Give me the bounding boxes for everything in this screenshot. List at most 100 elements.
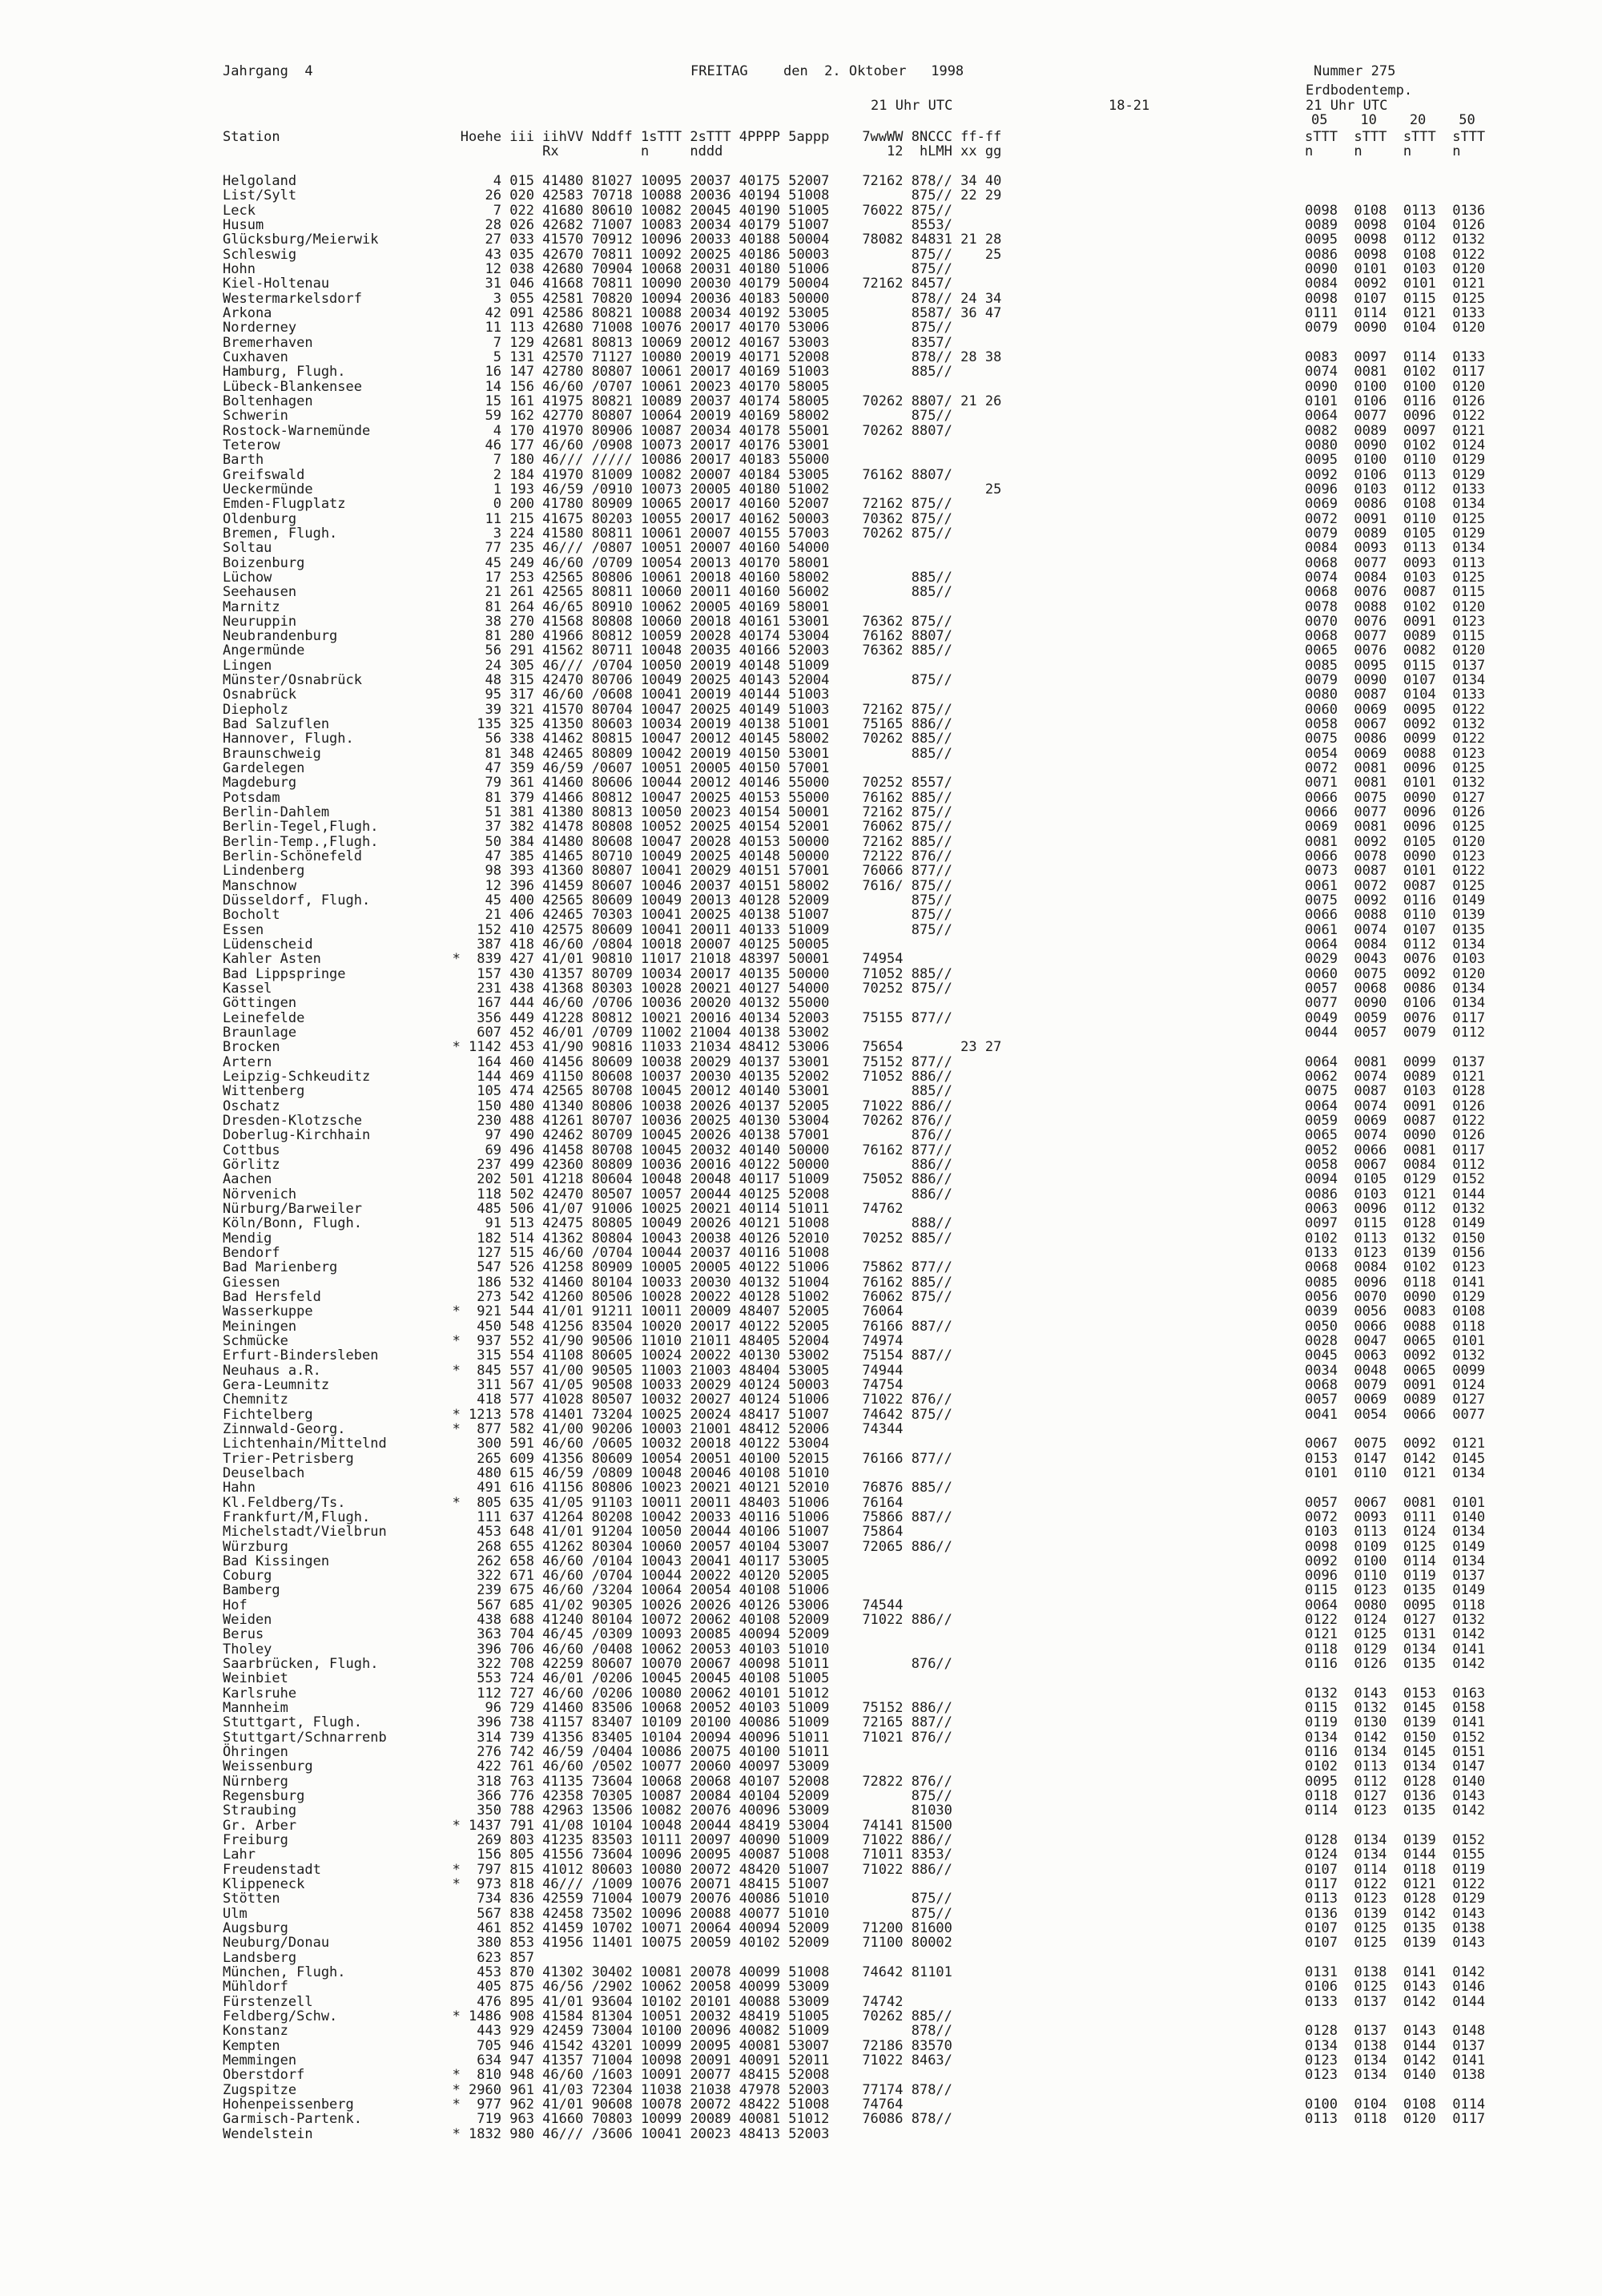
table-row: Neubrandenburg 81 280 41966 80812 10059 … bbox=[223, 628, 1486, 645]
table-row: Memmingen 634 947 41357 71004 10098 2009… bbox=[223, 2052, 1486, 2068]
period-label: 18-21 bbox=[1109, 98, 1150, 114]
table-row: Lübeck-Blankensee 14 156 46/60 /0707 100… bbox=[223, 378, 1486, 395]
table-row: Fichtelberg * 1213 578 41401 73204 10025… bbox=[223, 1406, 1486, 1423]
table-row: Magdeburg 79 361 41460 80606 10044 20012… bbox=[223, 775, 1486, 792]
table-row: Boizenburg 45 249 46/60 /0709 10054 2001… bbox=[223, 554, 1486, 571]
table-row: Neuhaus a.R. * 845 557 41/00 90505 11003… bbox=[223, 1362, 1486, 1379]
soil-depths-row: 05 10 20 50 bbox=[1311, 112, 1475, 128]
table-row: Coburg 322 671 46/60 /0704 10044 20022 4… bbox=[223, 1568, 1486, 1585]
table-row: Ueckermünde 1 193 46/59 /0910 10073 2000… bbox=[223, 481, 1486, 497]
soil-temp-title: Erdbodentemp. bbox=[1306, 83, 1413, 99]
table-row: Bremen, Flugh. 3 224 41580 80811 10061 2… bbox=[223, 525, 1486, 542]
table-row: Görlitz 237 499 42360 80809 10036 20016 … bbox=[223, 1156, 1486, 1173]
table-row: Garmisch-Partenk. 719 963 41660 70803 10… bbox=[223, 2111, 1486, 2128]
table-row: Diepholz 39 321 41570 80704 10047 20025 … bbox=[223, 701, 1486, 718]
table-row: Kiel-Holtenau 31 046 41668 70811 10090 2… bbox=[223, 276, 1486, 292]
station-table: Station Hoehe iii iihVV Nddff 1sTTT 2sTT… bbox=[223, 130, 1485, 2141]
table-row: Bad Marienberg 547 526 41258 80909 10005… bbox=[223, 1259, 1486, 1276]
table-row: Aachen 202 501 41218 80604 10048 20048 4… bbox=[223, 1171, 1486, 1188]
table-row: Augsburg 461 852 41459 10702 10071 20064… bbox=[223, 1920, 1486, 1937]
table-row: Deuselbach 480 615 46/59 /0809 10048 200… bbox=[223, 1464, 1486, 1481]
table-row: Cuxhaven 5 131 42570 71127 10080 20019 4… bbox=[223, 348, 1486, 365]
table-row: Barth 7 180 46/// ///// 10086 20017 4018… bbox=[223, 452, 1486, 469]
soil-time-label: 21 Uhr UTC bbox=[1306, 98, 1388, 114]
table-row: Nürburg/Barweiler 485 506 41/07 91006 10… bbox=[223, 1200, 1486, 1217]
column-header-line-1: Station Hoehe iii iihVV Nddff 1sTTT 2sTT… bbox=[223, 129, 1486, 145]
table-row: Lingen 24 305 46/// /0704 10050 20019 40… bbox=[223, 657, 1486, 674]
table-row: Nörvenich 118 502 42470 80507 10057 2004… bbox=[223, 1186, 1486, 1202]
table-row: Stuttgart/Schnarrenb 314 739 41356 83405… bbox=[223, 1729, 1486, 1746]
weekday-label: FREITAG bbox=[690, 63, 748, 79]
table-row: Zugspitze * 2960 961 41/03 72304 11038 2… bbox=[223, 2081, 952, 2098]
table-row: Oschatz 150 480 41340 80806 10038 20026 … bbox=[223, 1098, 1486, 1114]
table-row: Bocholt 21 406 42465 70303 10041 20025 4… bbox=[223, 907, 1486, 924]
table-row: Potsdam 81 379 41466 80812 10047 20025 4… bbox=[223, 789, 1486, 806]
table-row: Stötten 734 836 42559 71004 10079 20076 … bbox=[223, 1891, 1486, 1907]
table-row: Oberstdorf * 810 948 46/60 /1603 10091 2… bbox=[223, 2067, 1486, 2084]
table-row: Straubing 350 788 42963 13506 10082 2007… bbox=[223, 1803, 1486, 1819]
table-row: Öhringen 276 742 46/59 /0404 10086 20075… bbox=[223, 1744, 1486, 1761]
table-row: Husum 28 026 42682 71007 10083 20034 401… bbox=[223, 216, 1486, 233]
table-row: Schmücke * 937 552 41/90 90506 11010 210… bbox=[223, 1332, 1486, 1349]
table-row: Greifswald 2 184 41970 81009 10082 20007… bbox=[223, 466, 1486, 483]
table-row: Braunlage 607 452 46/01 /0709 11002 2100… bbox=[223, 1025, 1486, 1041]
table-row: Marnitz 81 264 46/65 80910 10062 20005 4… bbox=[223, 598, 1486, 615]
table-row: Weinbiet 553 724 46/01 /0206 10045 20045… bbox=[223, 1670, 830, 1687]
table-row: Neuburg/Donau 380 853 41956 11401 10075 … bbox=[223, 1935, 1486, 1952]
table-row: Kahler Asten * 839 427 41/01 90810 11017… bbox=[223, 951, 1486, 968]
table-row: Artern 164 460 41456 80609 10038 20029 4… bbox=[223, 1053, 1486, 1070]
table-row: Manschnow 12 396 41459 80607 10046 20037… bbox=[223, 877, 1486, 894]
table-row: Zinnwald-Georg. * 877 582 41/00 90206 10… bbox=[223, 1420, 904, 1437]
table-row: Angermünde 56 291 41562 80711 10048 2003… bbox=[223, 642, 1486, 659]
table-row: Schleswig 43 035 42670 70811 10092 20025… bbox=[223, 246, 1486, 263]
table-row: Stuttgart, Flugh. 396 738 41157 83407 10… bbox=[223, 1714, 1486, 1731]
table-row: Teterow 46 177 46/60 /0908 10073 20017 4… bbox=[223, 437, 1486, 453]
table-row: Freudenstadt * 797 815 41012 80603 10080… bbox=[223, 1861, 1486, 1878]
table-row: Berlin-Temp.,Flugh. 50 384 41480 80608 1… bbox=[223, 833, 1486, 850]
table-row: Mannheim 96 729 41460 83506 10068 20052 … bbox=[223, 1700, 1486, 1717]
table-row: Landsberg 623 857 bbox=[223, 1949, 534, 1966]
table-row: Lindenberg 98 393 41360 80807 10041 2002… bbox=[223, 863, 1486, 880]
table-row: Mendig 182 514 41362 80804 10043 20038 4… bbox=[223, 1230, 1486, 1247]
table-row: Mühldorf 405 875 46/56 /2902 10062 20058… bbox=[223, 1979, 1486, 1996]
table-row: Weiden 438 688 41240 80104 10072 20062 4… bbox=[223, 1612, 1486, 1629]
table-row: Lüdenscheid 387 418 46/60 /0804 10018 20… bbox=[223, 937, 1486, 953]
table-row: Wendelstein * 1832 980 46/// /3606 10041… bbox=[223, 2125, 830, 2142]
table-row: Wittenberg 105 474 42565 80708 10045 200… bbox=[223, 1083, 1486, 1100]
table-row: Düsseldorf, Flugh. 45 400 42565 80609 10… bbox=[223, 892, 1486, 909]
table-row: Bendorf 127 515 46/60 /0704 10044 20037 … bbox=[223, 1244, 1486, 1261]
table-row: Bad Lippspringe 157 430 41357 80709 1003… bbox=[223, 965, 1486, 982]
table-row: Gardelegen 47 359 46/59 /0607 10051 2000… bbox=[223, 760, 1486, 777]
table-row: Köln/Bonn, Flugh. 91 513 42475 80805 100… bbox=[223, 1215, 1486, 1232]
table-row: Bremerhaven 7 129 42681 80813 10069 2001… bbox=[223, 334, 952, 351]
table-row: Seehausen 21 261 42565 80811 10060 20011… bbox=[223, 584, 1486, 601]
table-row: Hamburg, Flugh. 16 147 42780 80807 10061… bbox=[223, 364, 1486, 381]
table-row: Konstanz 443 929 42459 73004 10100 20096… bbox=[223, 2023, 1486, 2040]
table-row: Rostock-Warnemünde 4 170 41970 80906 100… bbox=[223, 422, 1486, 439]
table-row: Saarbrücken, Flugh. 322 708 42259 80607 … bbox=[223, 1656, 1486, 1673]
table-row: Fürstenzell 476 895 41/01 93604 10102 20… bbox=[223, 1993, 1486, 2010]
table-row: Ulm 567 838 42458 73502 10096 20088 4007… bbox=[223, 1905, 1486, 1922]
table-row: Chemnitz 418 577 41028 80507 10032 20027… bbox=[223, 1392, 1486, 1408]
table-row: Kassel 231 438 41368 80303 10028 20021 4… bbox=[223, 981, 1486, 997]
table-row: Tholey 396 706 46/60 /0408 10062 20053 4… bbox=[223, 1641, 1486, 1658]
table-row: Westermarkelsdorf 3 055 42581 70820 1009… bbox=[223, 290, 1486, 307]
table-row: Neuruppin 38 270 41568 80808 10060 20018… bbox=[223, 613, 1486, 630]
table-row: Bad Kissingen 262 658 46/60 /0104 10043 … bbox=[223, 1553, 1486, 1569]
table-row: Hohn 12 038 42680 70904 10068 20031 4018… bbox=[223, 260, 1486, 277]
jahrgang-label: Jahrgang 4 bbox=[223, 63, 313, 79]
table-row: Boltenhagen 15 161 41975 80821 10089 200… bbox=[223, 393, 1486, 409]
table-row: Kl.Feldberg/Ts. * 805 635 41/05 91103 10… bbox=[223, 1494, 1486, 1511]
table-row: Cottbus 69 496 41458 80708 10045 20032 4… bbox=[223, 1142, 1486, 1158]
table-row: Regensburg 366 776 42358 70305 10087 200… bbox=[223, 1788, 1486, 1805]
table-row: Kempten 705 946 41542 43201 10099 20095 … bbox=[223, 2037, 1486, 2054]
table-row: Lüchow 17 253 42565 80806 10061 20018 40… bbox=[223, 569, 1486, 586]
table-row: Glücksburg/Meierwik 27 033 41570 70912 1… bbox=[223, 232, 1486, 248]
table-row: Karlsruhe 112 727 46/60 /0206 10080 2006… bbox=[223, 1685, 1486, 1702]
table-row: Bad Hersfeld 273 542 41260 80506 10028 2… bbox=[223, 1288, 1486, 1305]
table-row: Göttingen 167 444 46/60 /0706 10036 2002… bbox=[223, 995, 1486, 1012]
table-row: Michelstadt/Vielbrun 453 648 41/01 91204… bbox=[223, 1524, 1486, 1541]
table-row: Braunschweig 81 348 42465 80809 10042 20… bbox=[223, 745, 1486, 762]
table-row: Schwerin 59 162 42770 80807 10064 20019 … bbox=[223, 408, 1486, 425]
